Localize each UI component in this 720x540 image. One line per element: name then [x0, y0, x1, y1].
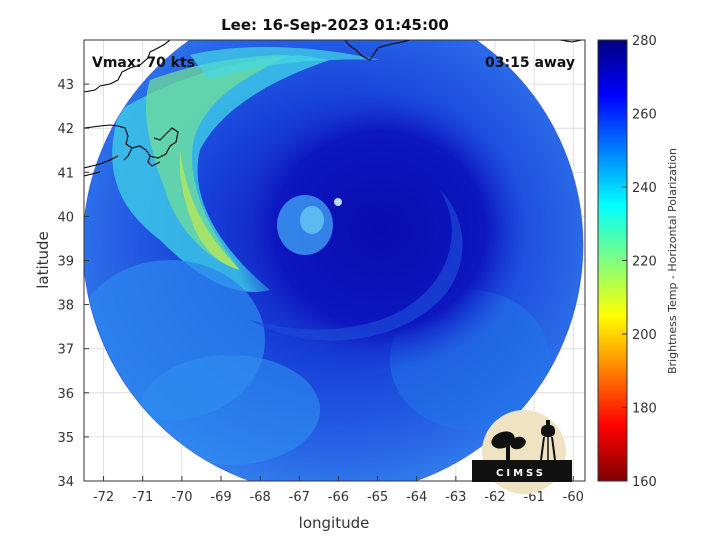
x-tick-label: -61: [524, 490, 545, 505]
colorbar-tick-label: 280: [632, 34, 657, 49]
vmax-label: Vmax: 70 kts: [92, 55, 195, 71]
x-axis-label: longitude: [299, 514, 370, 532]
x-tick-label: -69: [210, 490, 231, 505]
colorbar-tick-label: 220: [632, 255, 657, 270]
map-title: Lee: 16-Sep-2023 01:45:00: [221, 16, 449, 34]
x-tick-label: -72: [93, 490, 114, 505]
colorbar-tick-label: 200: [632, 328, 657, 343]
y-tick-label: 43: [57, 78, 74, 93]
x-axis-ticks: -72 -71 -70 -69 -68 -67 -66 -65 -64 -63 -62 -61 -60: [93, 476, 584, 505]
colorbar: 280 260 240 220 200 180 160 Brightness Temp - …: [597, 34, 679, 490]
colorbar-tick-label: 180: [632, 402, 657, 417]
satellite-swath: [84, 40, 584, 481]
y-tick-label: 42: [57, 122, 74, 137]
x-tick-label: -60: [563, 490, 584, 505]
colorbar-label: Brightness Temp - Horizontal Polarizatio…: [666, 148, 679, 374]
x-tick-label: -67: [289, 490, 310, 505]
y-tick-label: 40: [57, 210, 74, 225]
y-tick-label: 34: [57, 475, 74, 490]
colorbar-ticks: 280 260 240 220 200 180 160: [622, 34, 657, 490]
y-tick-label: 39: [57, 255, 74, 270]
y-tick-label: 38: [57, 299, 74, 314]
x-tick-label: -63: [445, 490, 466, 505]
logo-text: CIMSS: [496, 468, 546, 479]
x-tick-label: -68: [250, 490, 271, 505]
x-tick-label: -64: [406, 490, 427, 505]
time-away-label: 03:15 away: [485, 55, 575, 71]
cimss-logo: CIMSS: [472, 410, 572, 494]
x-tick-label: -70: [171, 490, 192, 505]
x-tick-label: -71: [132, 490, 153, 505]
y-tick-label: 37: [57, 343, 74, 358]
y-axis-label: latitude: [34, 231, 52, 289]
x-tick-label: -66: [328, 490, 349, 505]
colorbar-tick-label: 240: [632, 181, 657, 196]
x-tick-label: -65: [367, 490, 388, 505]
coastline: [84, 40, 583, 177]
y-axis-ticks: 43 42 41 40 39 38 37 36 35 34: [57, 78, 89, 490]
y-tick-label: 41: [57, 166, 74, 181]
x-tick-label: -62: [484, 490, 505, 505]
colorbar-tick-label: 160: [632, 475, 657, 490]
y-tick-label: 36: [57, 387, 74, 402]
y-tick-label: 35: [57, 431, 74, 446]
colorbar-tick-label: 260: [632, 108, 657, 123]
